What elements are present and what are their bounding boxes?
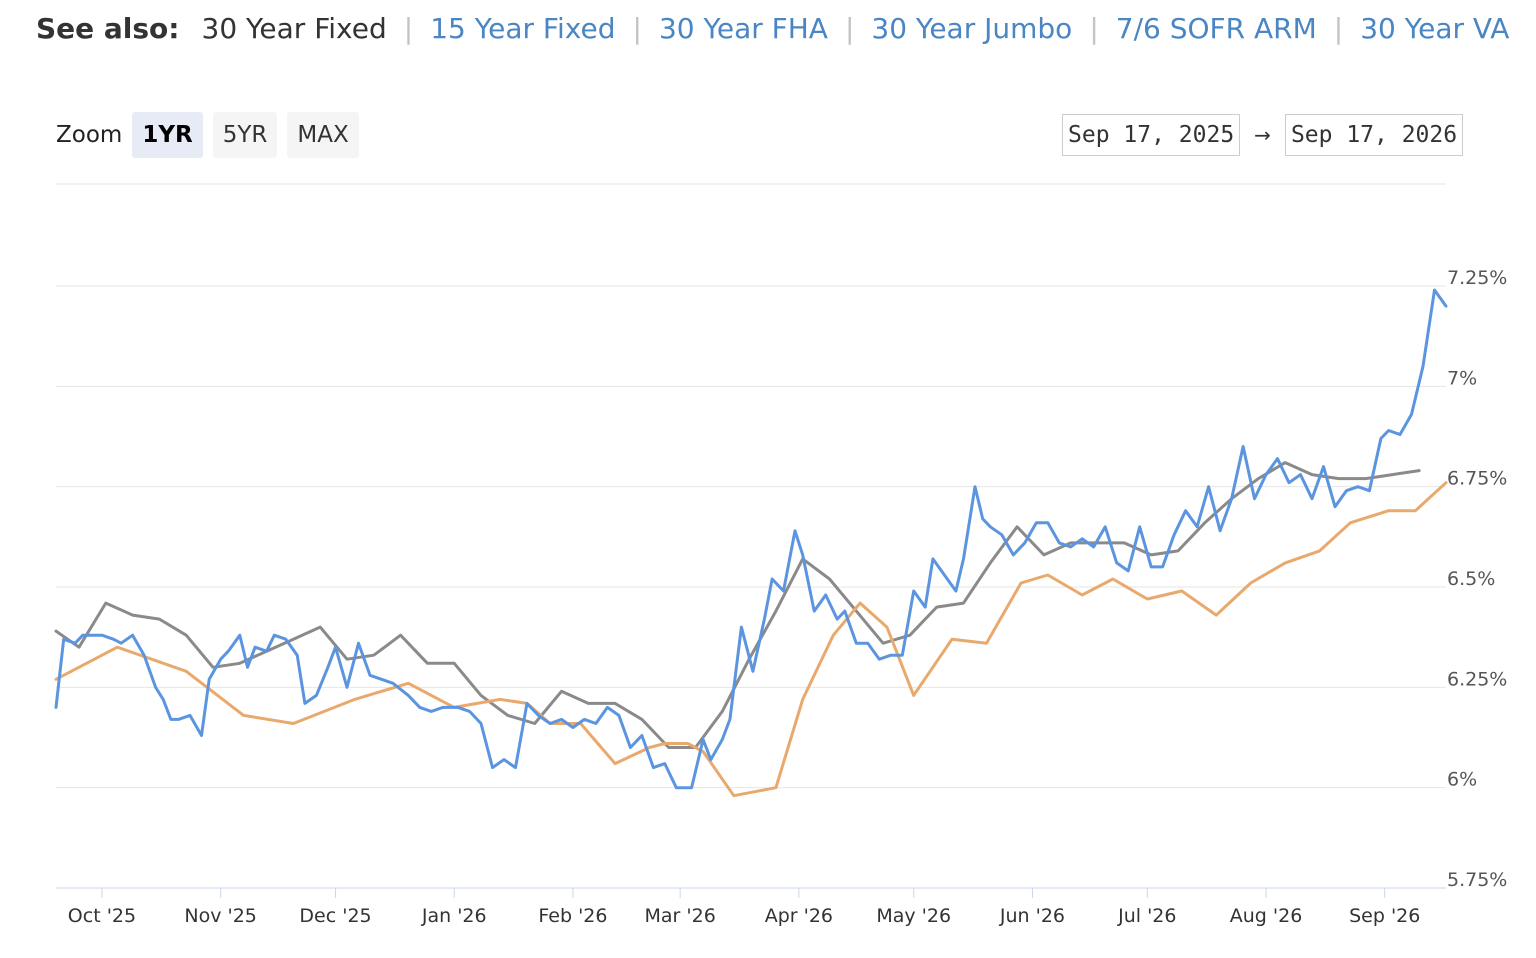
zoom-controls: Zoom 1YR 5YR MAX xyxy=(56,112,369,158)
x-tick-label: Nov '25 xyxy=(184,905,257,927)
current-product: 30 Year Fixed xyxy=(201,11,387,45)
x-axis: Oct '25 Nov '25 Dec '25 Jan '26 Feb '26 Mar '… xyxy=(56,887,1446,927)
x-tick-label: Jan '26 xyxy=(421,905,487,927)
separator: | xyxy=(403,11,414,45)
range-arrow-icon: → xyxy=(1254,123,1271,147)
y-tick-label: 6.25% xyxy=(1447,668,1507,690)
link-30-year-fha[interactable]: 30 Year FHA xyxy=(658,11,828,45)
y-tick-label: 6% xyxy=(1447,769,1477,791)
x-tick-label: Dec '25 xyxy=(299,905,371,927)
x-tick-label: Aug '26 xyxy=(1230,905,1303,927)
link-30-year-jumbo[interactable]: 30 Year Jumbo xyxy=(871,11,1073,45)
range-to-input[interactable]: Sep 17, 2026 xyxy=(1284,114,1464,156)
separator: | xyxy=(632,11,642,45)
see-also-label: See also: xyxy=(36,11,180,45)
date-range-selector: Sep 17, 2025 → Sep 17, 2026 xyxy=(1062,114,1464,156)
zoom-1yr-button[interactable]: 1YR xyxy=(132,112,203,158)
grid-lines xyxy=(56,183,1446,889)
x-tick-label: May '26 xyxy=(876,905,951,927)
y-tick-label: 7% xyxy=(1447,367,1477,389)
link-sofr-arm[interactable]: 7/6 SOFR ARM xyxy=(1115,11,1317,45)
see-also-bar: See also: 30 Year Fixed | 15 Year Fixed … xyxy=(36,8,1509,48)
separator: | xyxy=(844,11,855,45)
separator: | xyxy=(1089,11,1099,45)
x-tick-label: Apr '26 xyxy=(765,905,833,927)
link-15-year-fixed[interactable]: 15 Year Fixed xyxy=(430,11,616,45)
range-from-input[interactable]: Sep 17, 2025 xyxy=(1062,114,1241,156)
zoom-5yr-button[interactable]: 5YR xyxy=(212,112,278,158)
rate-chart: 5.75% 6% 6.25% 6.5% 6.75% 7% 7.25% Oct '25 Nov … xyxy=(54,183,1507,927)
series-line-1 xyxy=(54,461,1421,749)
y-tick-label: 7.25% xyxy=(1447,267,1507,289)
x-tick-label: Mar '26 xyxy=(645,905,716,927)
y-axis-labels: 5.75% 6% 6.25% 6.5% 6.75% 7% 7.25% xyxy=(1447,267,1507,891)
y-tick-label: 6.5% xyxy=(1447,568,1495,590)
x-tick-label: Feb '26 xyxy=(538,905,607,927)
x-tick-label: Sep '26 xyxy=(1349,905,1420,927)
x-tick-label: Oct '25 xyxy=(68,905,136,927)
series-line-2 xyxy=(54,481,1448,798)
x-tick-label: Jul '26 xyxy=(1117,905,1176,927)
separator: | xyxy=(1333,11,1344,45)
y-tick-label: 5.75% xyxy=(1447,869,1507,891)
series-lines xyxy=(54,288,1448,798)
zoom-label: Zoom xyxy=(56,122,123,148)
x-tick-label: Jun '26 xyxy=(999,905,1065,927)
zoom-max-button[interactable]: MAX xyxy=(287,112,359,158)
y-tick-label: 6.75% xyxy=(1447,468,1507,490)
series-line-0 xyxy=(54,288,1448,790)
link-30-year-va[interactable]: 30 Year VA xyxy=(1360,11,1510,45)
